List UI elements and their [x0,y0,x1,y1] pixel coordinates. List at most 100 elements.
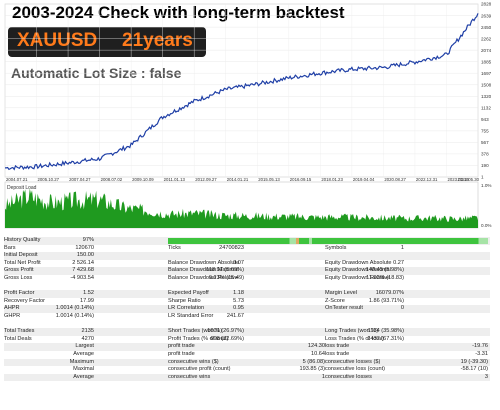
equity-x-tick-label: 2009.10.09 [132,177,154,182]
equity-y-tick-label: 2639 [481,13,492,18]
equity-dd-maximal-value: 140.45 (5.98%) [365,267,404,274]
equity-y-tick-label: 2828 [481,2,492,7]
equity-y-tick-label: 2262 [481,36,492,41]
report-row: Gross Profit 7 429.68 Balance Drawdown Max… [4,267,490,275]
report-row: AHPR 1.0014 (0.14%) LR Correlation 0.95 OnTe… [4,305,490,313]
largest-profit-label: profit trade [168,343,195,350]
gross-profit-label: Gross Profit [4,267,34,274]
ahpr-label: AHPR [4,305,20,312]
equity-x-tick-label: 2012.09.27 [195,177,217,182]
equity-y-tick-label: 943 [481,117,489,122]
equity-chart-frame [4,3,479,178]
gross-loss-value: -4 903.54 [70,275,94,281]
lr-correlation-label: LR Correlation [168,305,205,312]
report-row: Maximum consecutive wins ($) 5 (86.08) cons… [4,358,490,367]
equity-y-tick-label: 755 [481,129,489,134]
maximal-loss-label: consecutive loss (count) [325,366,386,373]
lr-correlation-value: 0.95 [233,305,244,312]
report-row: Bars 120670 Ticks 24700823 Symbols 1 [4,245,490,253]
report-headline: 2003-2024 Check with long-term backtest [12,3,345,22]
equity-x-tick-label: 2014.01.21 [227,177,249,182]
ontester-result-value: 0 [400,305,404,312]
equity-x-tick-label: 2024.05.30 [457,177,479,182]
maximum-loss-label: consecutive losses ($) [325,358,381,365]
ahpr-value: 1.0014 (0.14%) [55,305,94,312]
maximum-label: Maximum [69,358,94,365]
equity-y-tick-label: 1 [481,175,484,180]
lr-standard-error-label: LR Standard Error [168,313,214,319]
maximal-label: Maximal [73,366,94,373]
report-row: Average profit trade 10.64 loss trade -3.31 [4,351,490,359]
equity-x-tick-label: 2015.05.13 [258,177,280,182]
average-consecutive-profit-label: consecutive wins [168,373,211,380]
equity-y-tick-label: 567 [481,140,489,145]
deposit-load-area [5,188,478,228]
equity-x-tick-label: 2005.10.27 [38,177,60,182]
equity-x-tick-label: 2023.03.15 [447,177,469,182]
ontester-result-label: OnTester result [325,305,363,312]
history-quality-bar [168,238,488,244]
recovery-factor-value: 17.99 [80,297,94,304]
maximum-profit-label: consecutive wins ($) [168,358,219,365]
history-quality-label: History Quality [4,237,41,243]
average-consecutive-profit-value: 1 [321,373,325,380]
report-row: Average consecutive wins 1 consecutive loss… [4,373,490,382]
sharpe-ratio-label: Sharpe Ratio [168,297,201,304]
report-row: Initial Deposit 150.00 [4,252,490,260]
largest-loss-value: -19.76 [472,343,488,350]
equity-y-tick-label: 190 [481,163,489,168]
profit-factor-value: 1.52 [83,290,94,297]
equity-dd-maximal-label: Equity Drawdown Maximal [325,267,391,274]
report-row: Total Net Profit 2 526.14 Balance Drawdown… [4,260,490,268]
balance-dd-absolute-label: Balance Drawdown Absolute [168,259,240,266]
average-consecutive-loss-label: consecutive losses [325,373,372,380]
loss-trades-label: Loss Trades (% of total) [325,335,385,342]
equity-dd-relative-label: Equity Drawdown Relative [325,275,391,281]
bars-label: Bars [4,244,16,251]
total-trades-label: Total Trades [4,328,35,335]
equity-x-tick-label: 2019.04.04 [353,177,375,182]
deposit-load-y-tick-label: 0.0% [481,223,491,228]
equity-y-tick-label: 1697 [481,71,492,76]
deposit-load-y-tick-label: 1.0% [481,183,491,188]
total-deals-value: 4270 [81,335,94,342]
sharpe-ratio-value: 5.73 [233,297,244,304]
bars-value: 120670 [75,244,94,251]
equity-x-tick-label: 2018.01.23 [321,177,343,182]
ticks-value: 24700823 [219,244,244,251]
balance-dd-relative-value: 9.23% (15.49) [208,275,244,281]
average-consecutive-label: Average [73,373,94,380]
equity-y-tick-label: 1508 [481,82,492,87]
short-trades-label: Short Trades (won %) [168,328,223,335]
report-row: Largest profit trade 124.30 loss trade -19.7… [4,343,490,351]
balance-dd-relative-label: Balance Drawdown Relative [168,275,238,281]
backtest-charts: 1 190 378 567 755 943 1132 1320 1508 1697 1885 2074… [4,2,492,229]
equity-y-tick-label: 378 [481,152,489,157]
equity-x-tick-label: 2007.04.27 [69,177,91,182]
margin-level-value: 16079.07% [375,290,404,297]
expected-payoff-value: 1.18 [233,290,244,297]
equity-line [4,13,479,171]
report-row: Recovery Factor 17.99 Sharpe Ratio 5.73 Z-Sc… [4,298,490,306]
maximal-profit-label: consecutive profit (count) [168,366,231,373]
equity-x-tick-label: 2008.07.02 [101,177,123,182]
equity-x-tick-label: 2004.07.21 [6,177,28,182]
lot-size-text: Automatic Lot Size : false [11,65,182,81]
symbols-label: Symbols [325,244,347,251]
equity-dd-absolute-value: 0.27 [393,259,404,266]
equity-dd-absolute-label: Equity Drawdown Absolute [325,259,392,266]
ghpr-label: GHPR [4,313,21,319]
recovery-factor-label: Recovery Factor [4,297,46,304]
average-loss-label: loss trade [325,351,350,357]
equity-y-tick-label: 1885 [481,59,492,64]
balance-dd-maximal-label: Balance Drawdown Maximal [168,267,239,274]
report-row: History Quality 97% [4,237,490,245]
largest-label: Largest [75,343,94,350]
long-trades-value: 1134 (35.98%) [367,328,404,335]
symbol-badge: XAUUSD 21years [8,27,206,57]
equity-y-tick-label: 2074 [481,48,492,53]
ticks-label: Ticks [168,244,181,251]
equity-y-tick-label: 2450 [481,25,492,30]
largest-profit-value: 124.30 [307,343,325,350]
equity-y-tick-labels: 1 190 378 567 755 943 1132 1320 1508 1697 1885 2074… [481,2,492,180]
